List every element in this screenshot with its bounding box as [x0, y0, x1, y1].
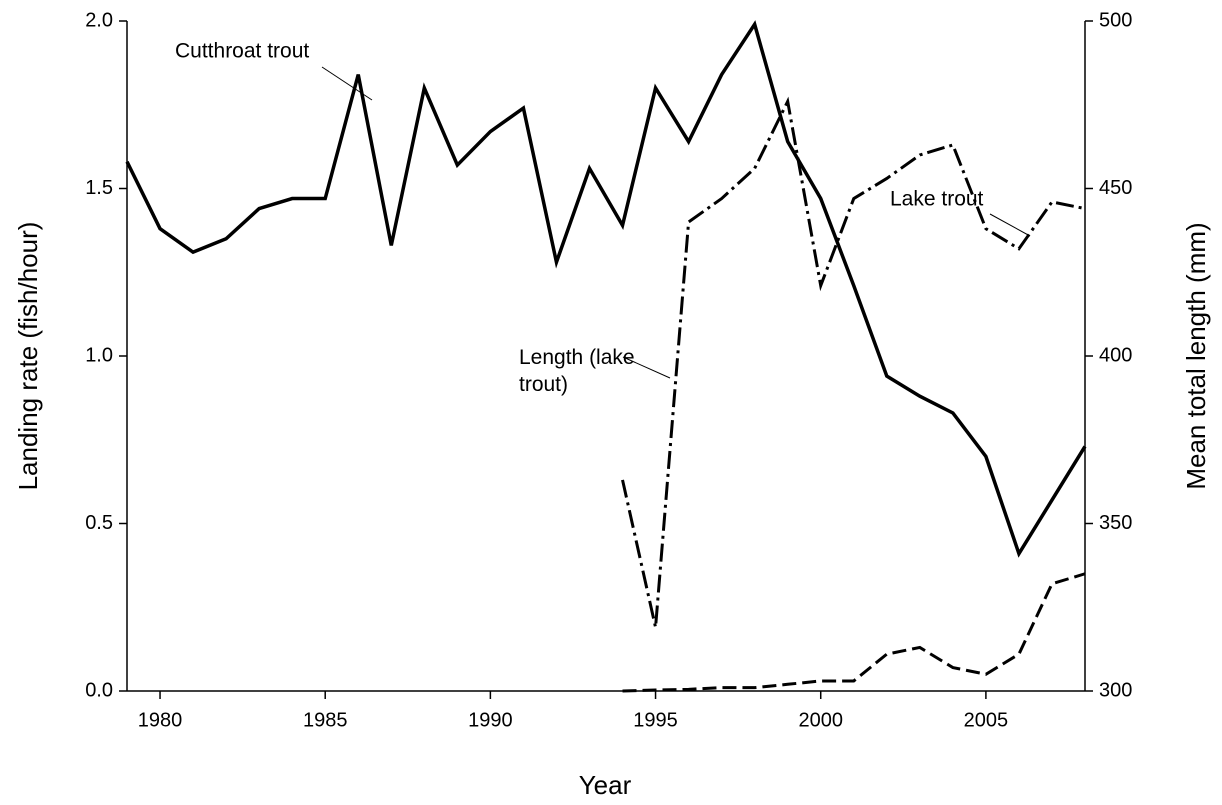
y-axis-title: Landing rate (fish/hour): [13, 222, 43, 491]
y-tick-label: 1.5: [85, 177, 113, 199]
leader-line: [989, 213, 1031, 237]
y-tick-label: 2.0: [85, 9, 113, 31]
leader-line: [321, 66, 373, 101]
x-tick-label: 1980: [138, 709, 183, 731]
y2-tick-label: 450: [1099, 177, 1132, 199]
leader-line: [622, 356, 671, 379]
x-tick-label: 2005: [964, 709, 1009, 731]
y2-tick-label: 300: [1099, 679, 1132, 701]
x-tick-label: 2000: [798, 709, 843, 731]
series-line: [125, 20, 1087, 558]
y2-tick-label: 500: [1099, 9, 1132, 31]
y2-tick-label: 400: [1099, 344, 1132, 366]
series-label: Lake trout: [890, 188, 984, 211]
series-line: [622, 572, 1086, 693]
y-tick-label: 0.5: [85, 512, 113, 534]
series-label: Length (lake trout): [519, 346, 635, 396]
y-tick-label: 1.0: [85, 344, 113, 366]
x-tick-label: 1995: [633, 709, 678, 731]
y-tick-label: 0.0: [85, 679, 113, 701]
x-tick-label: 1985: [303, 709, 348, 731]
x-tick-label: 1990: [468, 709, 513, 731]
series-line: [621, 96, 1086, 628]
series-label: Cutthroat trout: [175, 40, 309, 63]
x-axis-title: Year: [579, 770, 632, 800]
y2-tick-label: 350: [1099, 512, 1132, 534]
y2-axis-title: Mean total length (mm): [1181, 222, 1211, 489]
